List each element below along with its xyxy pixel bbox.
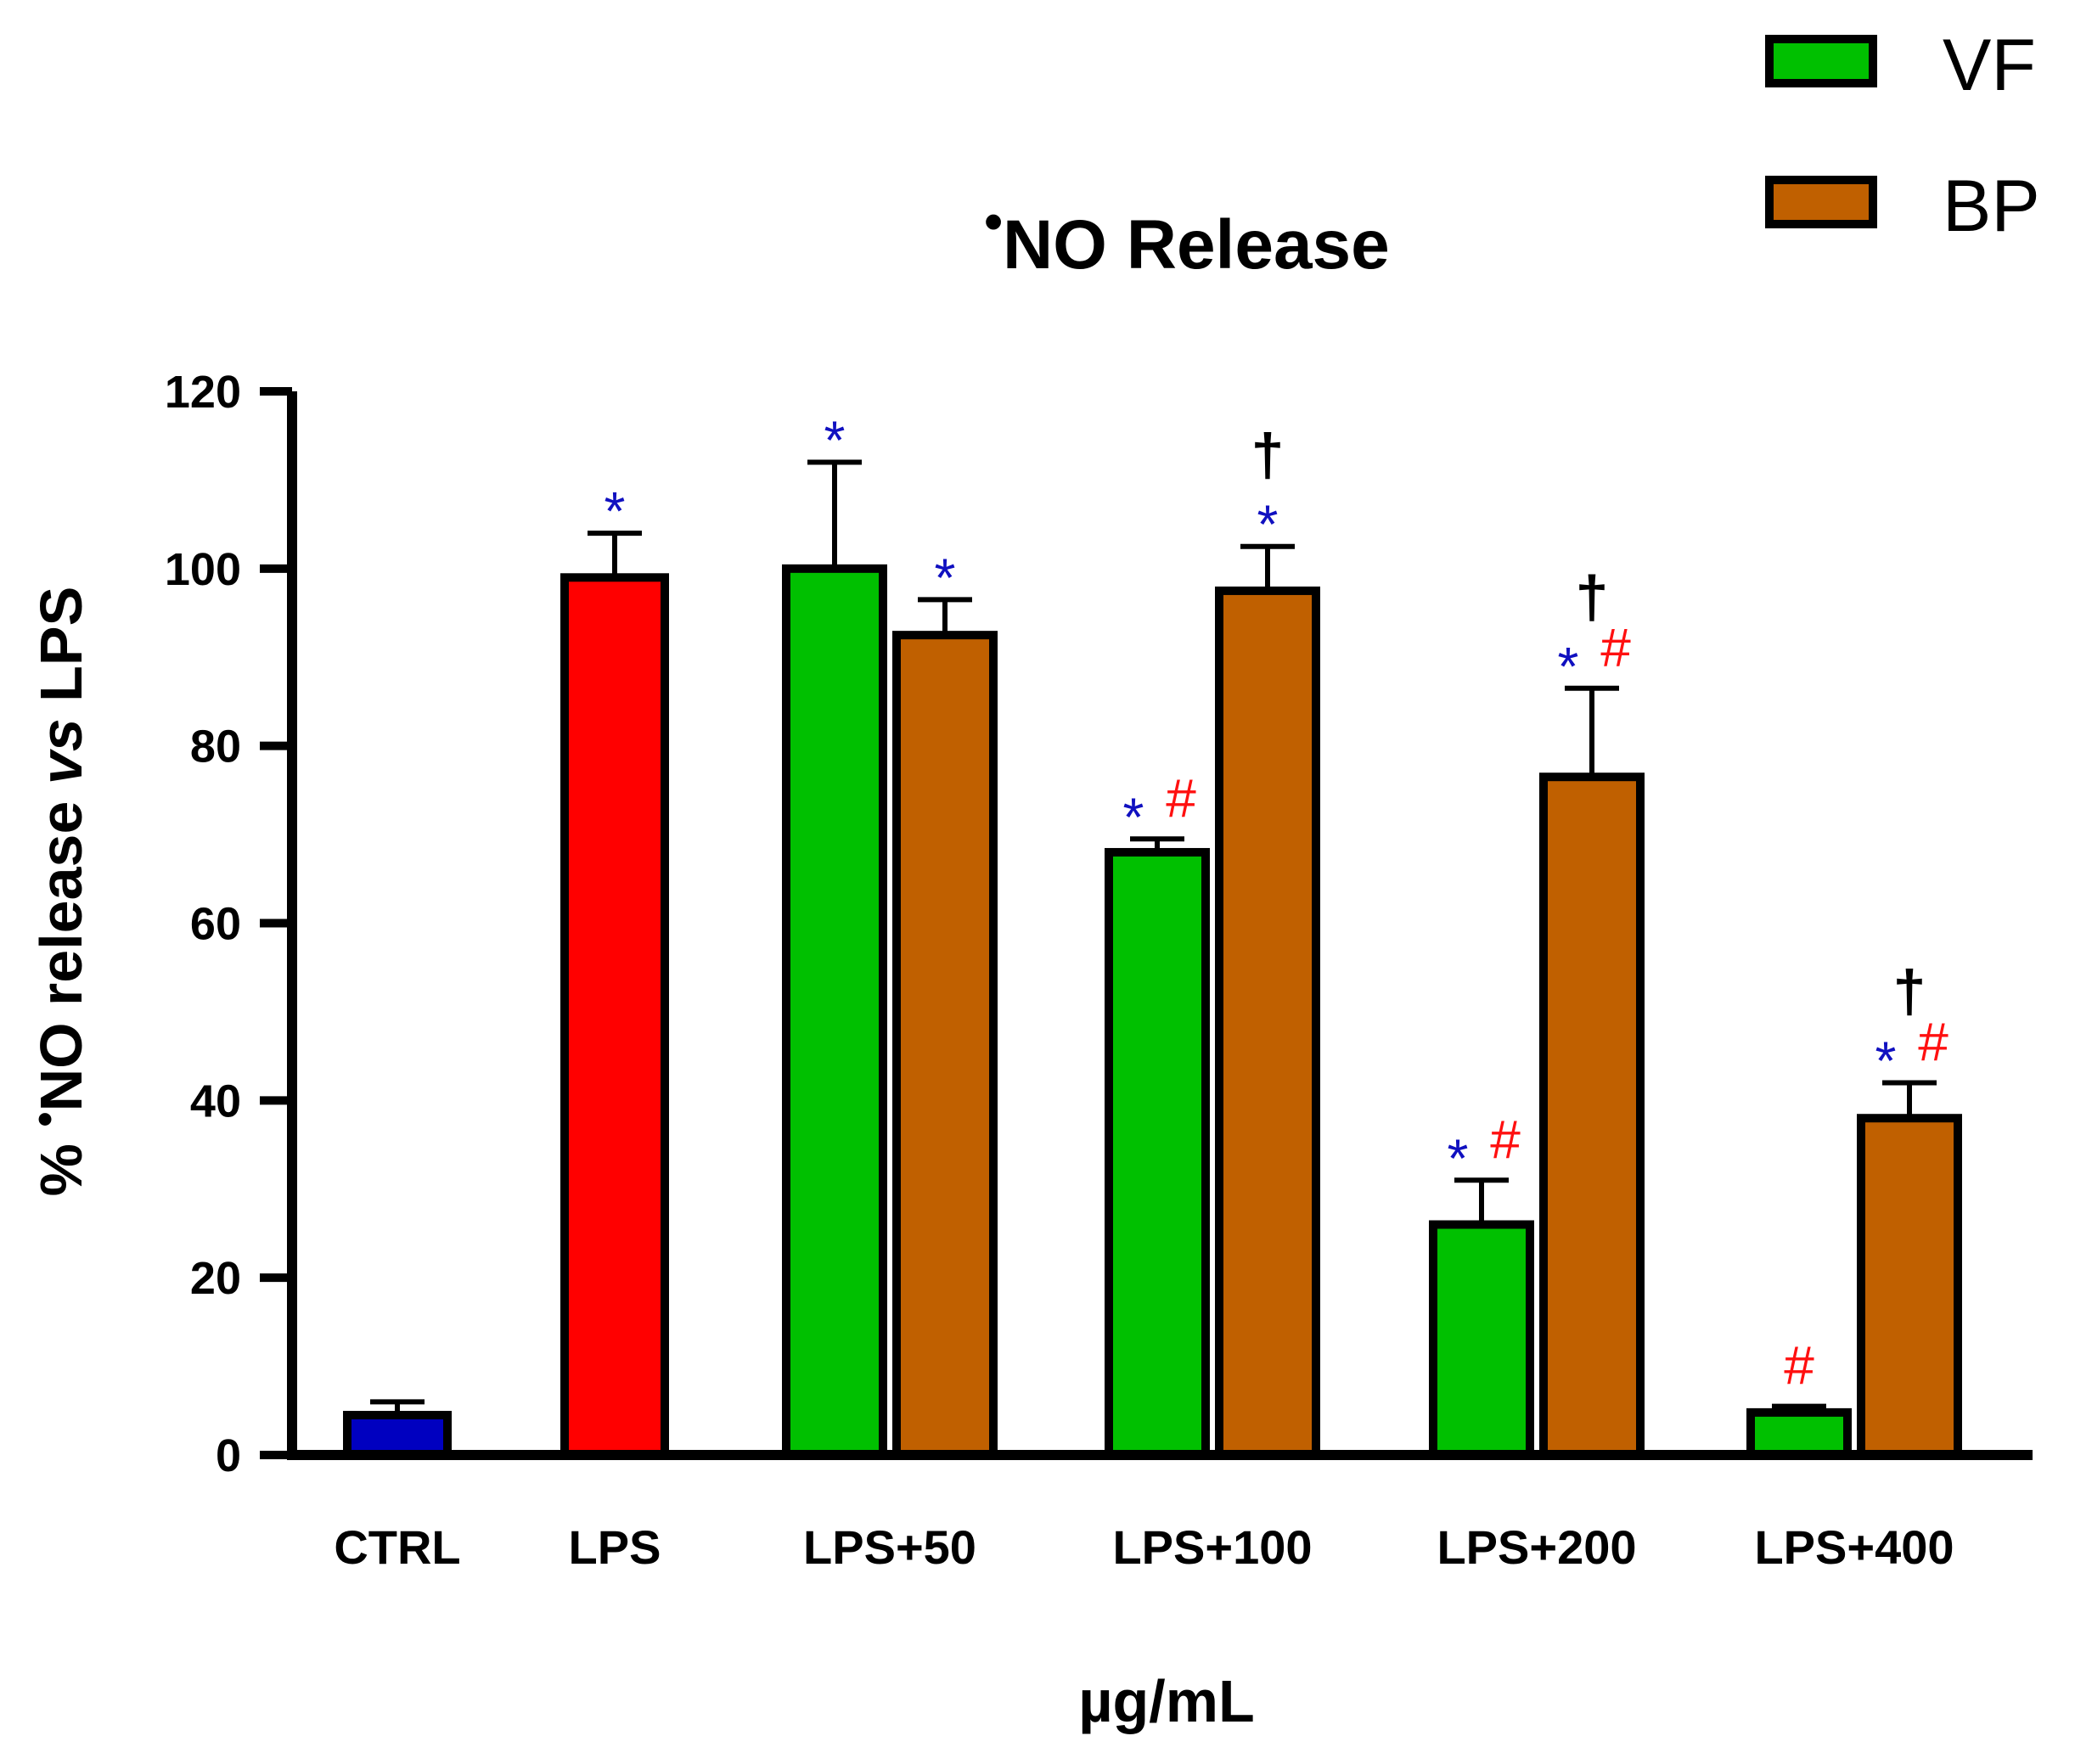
bar xyxy=(1429,1220,1534,1460)
x-axis-title: µg/mL xyxy=(1078,1668,1255,1734)
significance-hash: # xyxy=(1166,767,1196,829)
significance-star: * xyxy=(824,410,846,471)
category-label: LPS+50 xyxy=(803,1520,976,1574)
significance-star: * xyxy=(1875,1030,1897,1091)
bar xyxy=(1215,586,1320,1459)
bar xyxy=(892,631,998,1459)
y-tick-label: 80 xyxy=(190,722,241,772)
y-tick-label: 100 xyxy=(165,544,241,595)
error-bars xyxy=(370,459,1937,1416)
y-tick-label: 20 xyxy=(190,1253,241,1304)
bar xyxy=(560,573,669,1459)
significance-marks: **** #*†* #* #†#* #† xyxy=(605,410,1949,1396)
legend-label-vf: VF xyxy=(1943,25,2036,106)
category-label: LPS+400 xyxy=(1754,1520,1954,1574)
significance-dagger: † xyxy=(1251,422,1285,488)
significance-star: * xyxy=(935,547,956,608)
bar xyxy=(1746,1407,1852,1460)
bar xyxy=(1539,772,1645,1459)
category-label: LPS+200 xyxy=(1437,1520,1636,1574)
y-tick-label: 120 xyxy=(165,367,241,418)
chart-title-text: NO Release xyxy=(1003,206,1390,284)
significance-hash: # xyxy=(1918,1011,1948,1072)
y-axis-title: % •NO release vs LPS xyxy=(20,587,94,1197)
y-tick-label: 0 xyxy=(216,1430,241,1481)
category-label: LPS+100 xyxy=(1112,1520,1312,1574)
significance-hash: # xyxy=(1784,1335,1814,1396)
bar xyxy=(1857,1114,1962,1459)
legend-swatch-vf xyxy=(1765,35,1877,87)
significance-star: * xyxy=(1123,786,1144,847)
chart-title-dot: • xyxy=(984,193,1003,251)
y-tick-label: 60 xyxy=(190,899,241,950)
y-axis-title-dot: • xyxy=(20,1111,70,1126)
legend-label-bp: BP xyxy=(1943,166,2040,247)
bar xyxy=(1105,847,1210,1459)
bars xyxy=(343,564,1962,1460)
bar xyxy=(343,1411,452,1459)
y-tick-label: 40 xyxy=(190,1076,241,1126)
significance-star: * xyxy=(1257,494,1279,555)
significance-star: * xyxy=(1558,636,1579,697)
chart-title: •NO Release xyxy=(984,193,1390,284)
category-labels: CTRL LPS LPS+50 LPS+100 LPS+200 LPS+400 xyxy=(334,1520,1954,1574)
significance-hash: # xyxy=(1600,617,1631,678)
significance-dagger: † xyxy=(1576,564,1609,630)
significance-star: * xyxy=(1448,1127,1469,1188)
significance-dagger: † xyxy=(1893,958,1926,1024)
bar xyxy=(782,564,887,1459)
y-ticks: 0 20 40 60 80 100 120 xyxy=(165,367,292,1481)
legend: VF BP xyxy=(1765,25,2040,247)
significance-hash: # xyxy=(1490,1109,1521,1170)
legend-swatch-bp xyxy=(1765,176,1877,228)
category-label: LPS xyxy=(569,1520,661,1574)
y-axis-title-italic: vs xyxy=(28,718,94,784)
significance-star: * xyxy=(605,480,626,542)
category-label: CTRL xyxy=(334,1520,460,1574)
